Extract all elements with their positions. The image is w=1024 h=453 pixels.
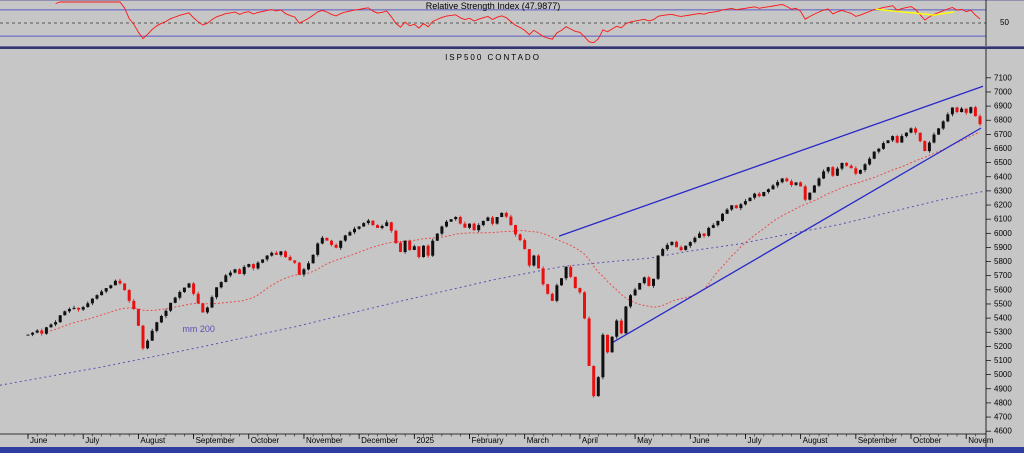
price-tick-label: 6100 <box>994 215 1012 224</box>
price-tick-label: 6000 <box>994 229 1012 238</box>
price-panel[interactable]: 4600 4700 4800 4900 5000 5100 5200 5300 5400 5500… <box>0 49 1024 447</box>
month-label: February <box>472 436 504 445</box>
price-tick-label: 5700 <box>994 271 1012 280</box>
month-label: June <box>30 436 48 445</box>
month-label: December <box>361 436 398 445</box>
price-tick-label: 4800 <box>994 398 1012 407</box>
price-tick-label: 5500 <box>994 299 1012 308</box>
rsi-drawn-trendline[interactable] <box>875 8 955 16</box>
price-tick-label: 6400 <box>994 172 1012 181</box>
ma200-line <box>0 190 987 386</box>
price-tick-label: 5000 <box>994 370 1012 379</box>
price-tick-label: 5300 <box>994 328 1012 337</box>
rsi-chart-svg[interactable] <box>0 0 1024 46</box>
candles <box>26 105 982 398</box>
price-drawn-trendline[interactable] <box>558 85 984 237</box>
month-label: 2025 <box>416 436 434 445</box>
rsi-panel[interactable]: Relative Strength Index (47.9877) 50 <box>0 0 1024 46</box>
price-tick-label: 5600 <box>994 285 1012 294</box>
horizontal-scrollbar[interactable] <box>0 447 1024 453</box>
price-drawn-trendline[interactable] <box>612 127 982 343</box>
price-tick-label: 5800 <box>994 257 1012 266</box>
month-label: October <box>913 436 942 445</box>
month-label: Novem <box>968 436 994 445</box>
month-label: September <box>858 436 897 445</box>
month-label: May <box>637 436 652 445</box>
price-tick-label: 5400 <box>994 314 1012 323</box>
month-label: October <box>251 436 280 445</box>
month-label: September <box>196 436 235 445</box>
month-label: March <box>527 436 549 445</box>
month-label: August <box>140 436 166 445</box>
panel-divider[interactable] <box>0 46 1024 49</box>
price-tick-label: 6600 <box>994 144 1012 153</box>
ma-fast-line <box>46 131 981 333</box>
month-label: June <box>692 436 710 445</box>
price-tick-label: 6200 <box>994 201 1012 210</box>
month-label: July <box>85 436 99 445</box>
price-tick-label: 6800 <box>994 116 1012 125</box>
price-tick-label: 5900 <box>994 243 1012 252</box>
price-tick-label: 6500 <box>994 158 1012 167</box>
price-tick-label: 7100 <box>994 73 1012 82</box>
price-tick-label: 6900 <box>994 102 1012 111</box>
price-tick-label: 4700 <box>994 413 1012 422</box>
month-label: April <box>582 436 598 445</box>
price-tick-label: 4900 <box>994 384 1012 393</box>
month-label: July <box>747 436 761 445</box>
rsi-level-50-label: 50 <box>1000 18 1009 27</box>
price-tick-label: 5200 <box>994 342 1012 351</box>
time-axis: June July August September October November De… <box>0 433 994 445</box>
month-label: November <box>306 436 343 445</box>
price-tick-label: 6300 <box>994 186 1012 195</box>
rsi-line <box>55 1 981 44</box>
ma200-label: mm 200 <box>182 324 215 334</box>
price-tick-label: 5100 <box>994 356 1012 365</box>
price-scale: 4600 4700 4800 4900 5000 5100 5200 5300 5400 5500… <box>986 73 1012 436</box>
price-tick-label: 7000 <box>994 87 1012 96</box>
month-label: August <box>803 436 829 445</box>
price-chart-svg[interactable]: 4600 4700 4800 4900 5000 5100 5200 5300 5400 5500… <box>0 49 1024 447</box>
price-tick-label: 4600 <box>994 427 1012 436</box>
price-tick-label: 6700 <box>994 130 1012 139</box>
